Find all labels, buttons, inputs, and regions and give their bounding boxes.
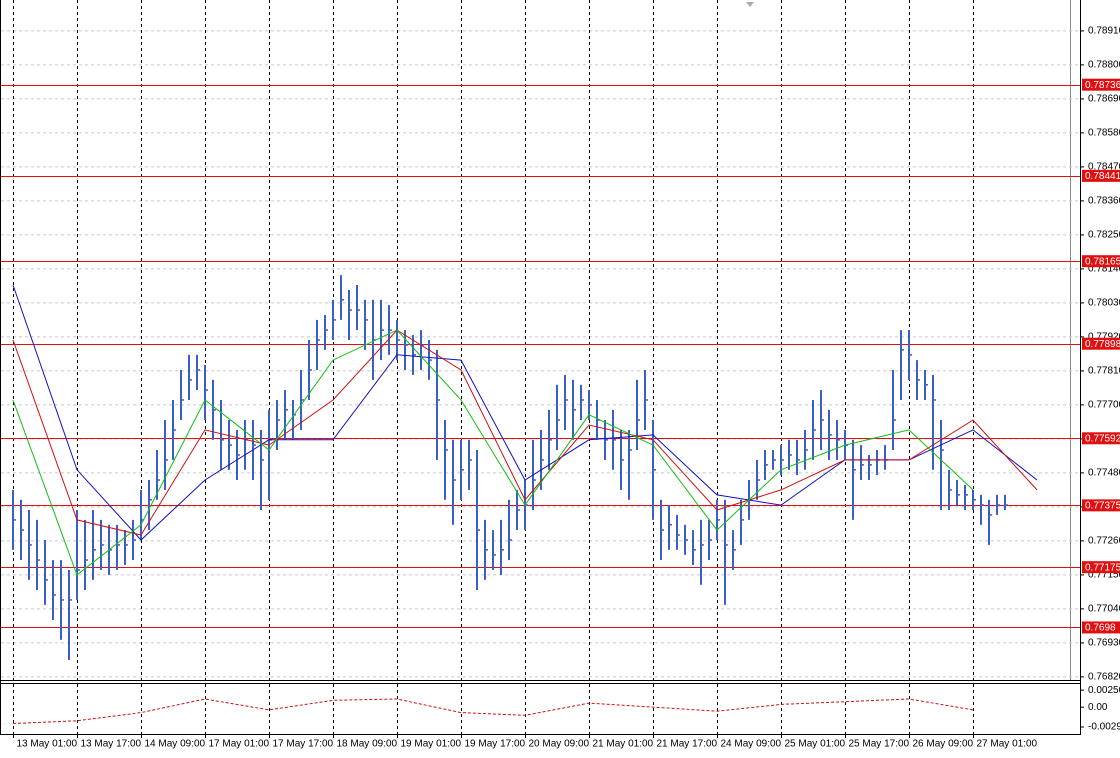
x-tick-label: 19 May 01:00 [401, 739, 462, 750]
x-tick-label: 18 May 09:00 [337, 739, 398, 750]
level-label: 0.78165 [1085, 256, 1120, 267]
shift-marker [746, 2, 754, 7]
level-label-box [1082, 169, 1120, 182]
moving-average [12, 329, 974, 576]
x-tick-label: 17 May 17:00 [273, 739, 334, 750]
level-label-box [1082, 432, 1120, 445]
level-label-box [1082, 255, 1120, 268]
x-tick-label: 14 May 09:00 [145, 739, 206, 750]
x-tick-label: 21 May 17:00 [657, 739, 718, 750]
level-label-box [1082, 78, 1120, 91]
x-tick-label: 19 May 17:00 [465, 739, 526, 750]
level-label: 0.7698 [1085, 623, 1116, 634]
y-tick-label: 0.00 [1088, 702, 1108, 713]
x-tick-label: 20 May 09:00 [529, 739, 590, 750]
level-label: 0.77898 [1085, 339, 1120, 350]
level-label: 0.77175 [1085, 562, 1120, 573]
y-tick-label: 0.76820 [1088, 672, 1120, 683]
x-tick-label: 13 May 01:00 [17, 739, 78, 750]
level-label: 0.77375 [1085, 501, 1120, 512]
x-tick-label: 17 May 01:00 [209, 739, 270, 750]
level-label-box [1082, 621, 1120, 634]
oscillator-line [12, 698, 974, 724]
x-tick-label: 25 May 01:00 [785, 739, 846, 750]
x-tick-label: 25 May 17:00 [849, 739, 910, 750]
x-tick-label: 27 May 01:00 [977, 739, 1038, 750]
level-label-box [1082, 337, 1120, 350]
x-tick-label: 24 May 09:00 [721, 739, 782, 750]
level-label-box [1082, 561, 1120, 574]
level-label: 0.78736 [1085, 80, 1120, 91]
level-label-box [1082, 499, 1120, 512]
moving-average [12, 329, 1038, 536]
x-tick-label: 26 May 09:00 [913, 739, 974, 750]
level-label: 0.77592 [1085, 433, 1120, 444]
y-tick-label: -0.00292 [1088, 722, 1120, 733]
level-label: 0.78441 [1085, 171, 1120, 182]
x-tick-label: 21 May 01:00 [593, 739, 654, 750]
x-tick-label: 13 May 17:00 [81, 739, 142, 750]
